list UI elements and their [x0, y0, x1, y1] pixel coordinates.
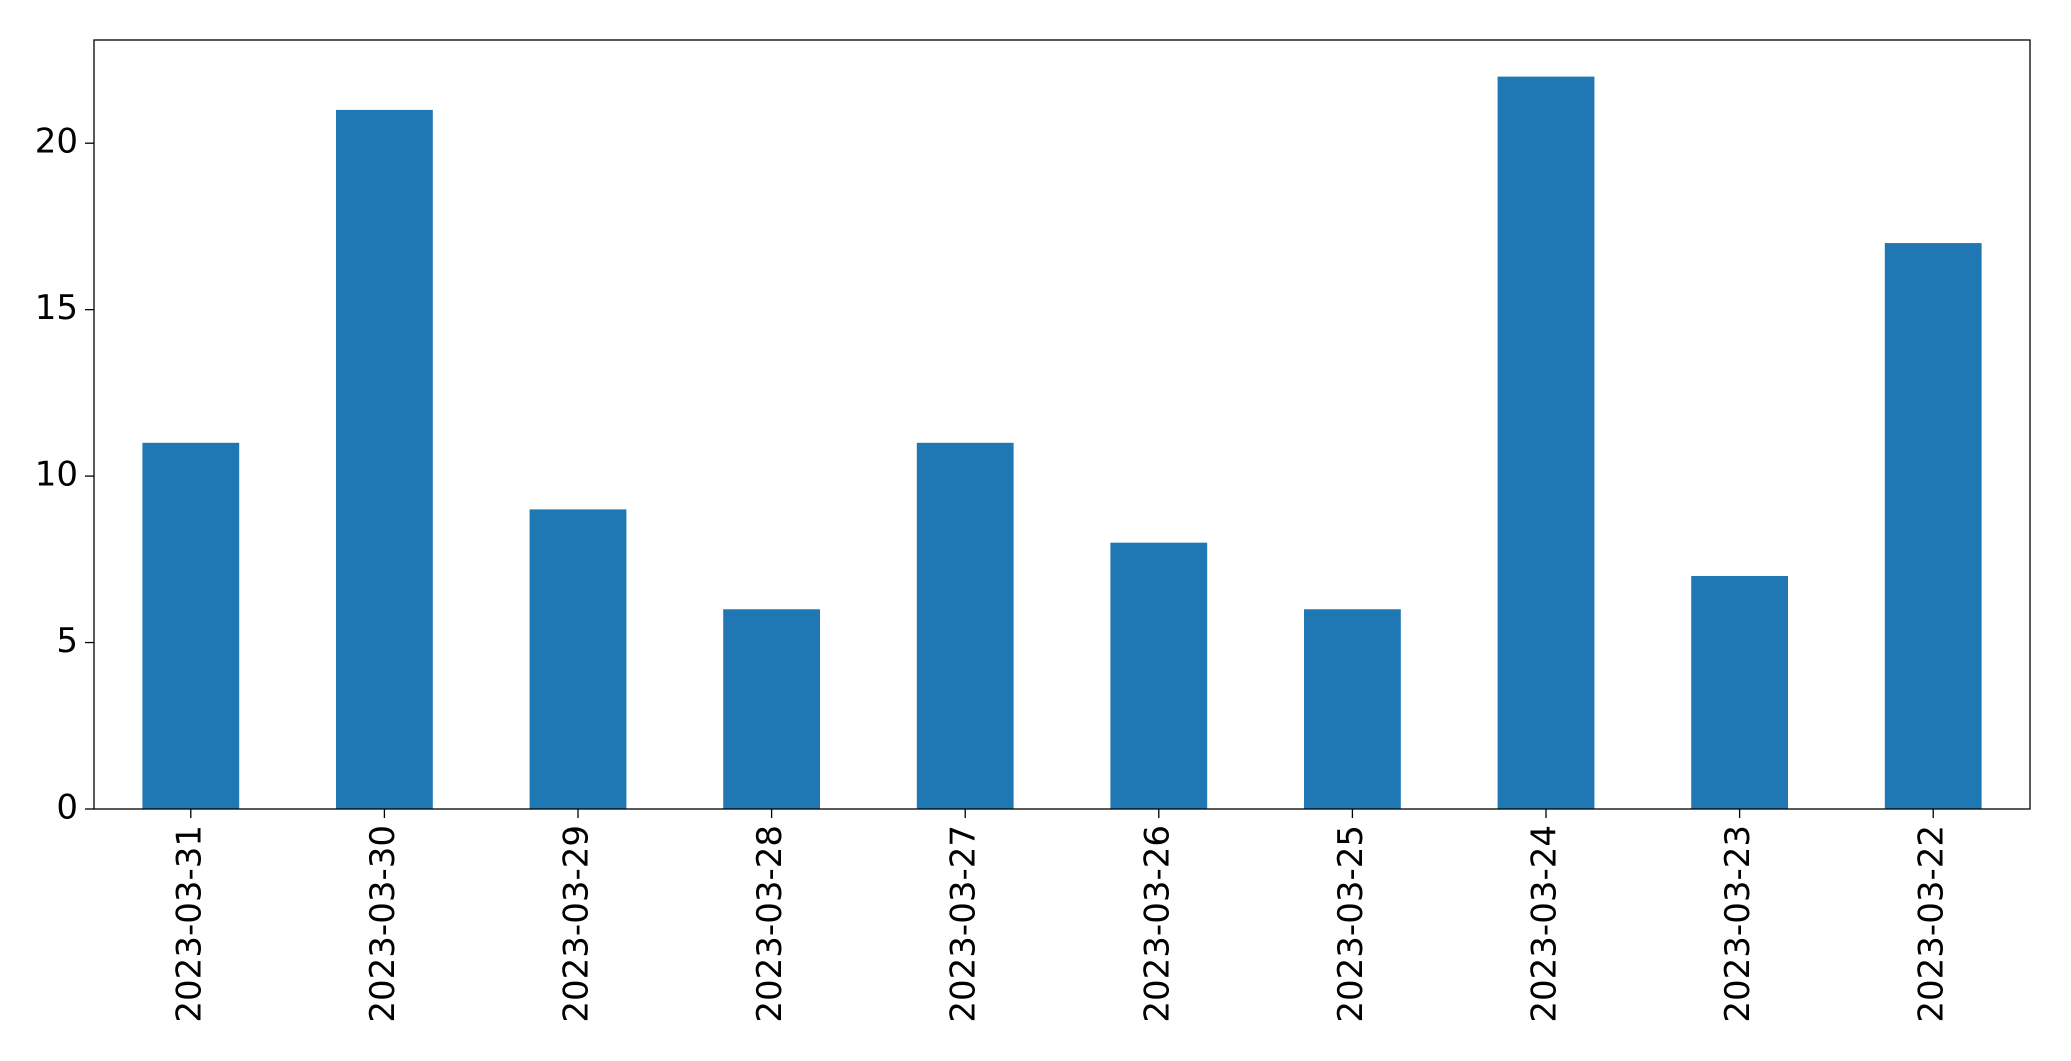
bar [1110, 542, 1208, 809]
bar [1304, 609, 1401, 809]
x-tick-label: 2023-03-24 [1525, 825, 1565, 1023]
bar [1497, 76, 1595, 810]
x-tick-label: 2023-03-27 [944, 825, 984, 1023]
y-tick-label: 5 [56, 621, 78, 661]
x-tick-label: 2023-03-25 [1331, 825, 1371, 1023]
y-tick-label: 20 [35, 122, 78, 162]
x-tick-label: 2023-03-23 [1718, 825, 1758, 1023]
bar [1884, 243, 1982, 809]
x-tick-label: 2023-03-28 [750, 825, 790, 1023]
bar [142, 442, 240, 809]
bar [529, 509, 627, 809]
x-tick-label: 2023-03-26 [1137, 825, 1177, 1023]
plot-frame [93, 39, 2031, 810]
bar [723, 609, 820, 809]
bar [336, 109, 433, 810]
x-tick-label: 2023-03-29 [557, 825, 597, 1023]
x-tick-label: 2023-03-30 [363, 825, 403, 1023]
y-tick-label: 10 [35, 455, 78, 495]
bar [1691, 575, 1788, 809]
bar [916, 442, 1014, 809]
y-tick-label: 0 [56, 788, 78, 828]
y-tick-label: 15 [35, 288, 78, 328]
x-tick-label: 2023-03-31 [169, 825, 209, 1023]
x-tick-label: 2023-03-22 [1912, 825, 1952, 1023]
